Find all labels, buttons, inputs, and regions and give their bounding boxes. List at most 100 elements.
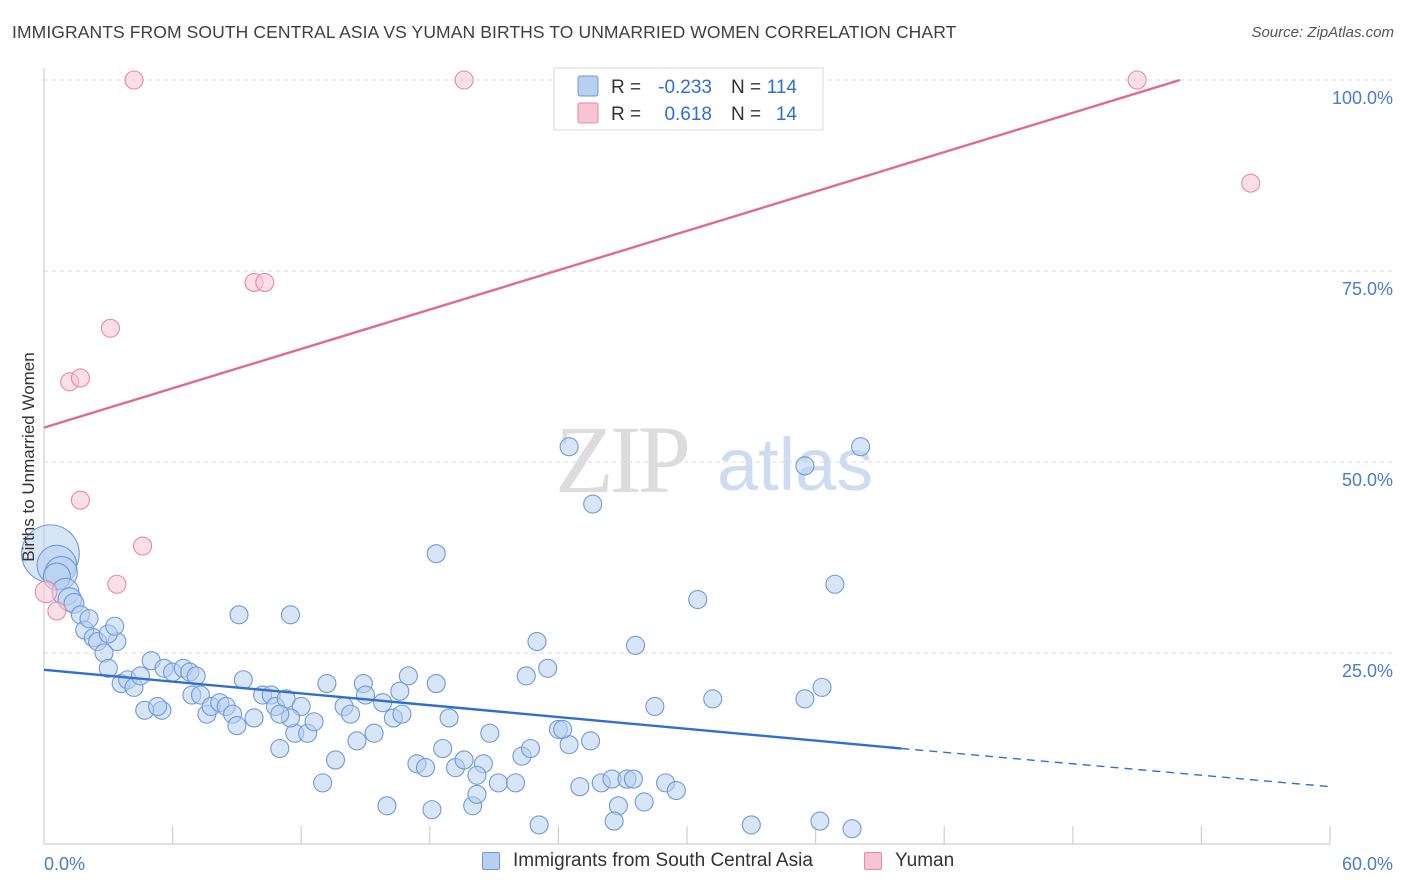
data-point [233,670,253,690]
data-point [580,731,601,751]
data-point [480,723,500,743]
y-tick-label-25: 25.0% [1342,661,1393,681]
chart-title: IMMIGRANTS FROM SOUTH CENTRAL ASIA VS YU… [12,22,957,42]
y-tick-label-100: 100.0% [1332,88,1393,108]
data-point [467,765,487,785]
legend-n-label-2: N = [731,104,761,125]
data-point [47,601,67,621]
data-point [392,704,412,724]
data-point [34,580,58,604]
data-point [70,368,90,388]
watermark-zip: ZIP [555,406,688,513]
data-point [623,769,643,789]
data-point [229,605,249,625]
data-point [604,811,624,831]
data-point [340,704,361,724]
legend-r-value-1: -0.233 [658,77,712,98]
data-point [703,689,723,709]
data-point [439,708,459,728]
data-point [313,773,333,793]
data-point [422,800,442,820]
data-point [98,658,118,678]
data-point [317,674,337,694]
data-point [124,70,144,90]
data-point [645,696,665,717]
trend-lines [43,78,1331,788]
data-point [398,666,418,686]
data-point [505,773,526,793]
data-point [810,811,830,831]
x-tick-label-0: 0.0% [44,854,85,874]
data-point [148,696,168,717]
bottom-legend-swatch-blue [482,852,500,870]
data-point [570,777,590,797]
y-tick-label-75: 75.0% [1342,279,1393,299]
data-point [426,674,446,694]
data-point [626,635,646,655]
legend-swatch-pink [577,102,599,124]
y-axis-title: Births to Unmarried Women [19,352,38,561]
source-label: Source: ZipAtlas.com [1251,24,1394,41]
x-tick-label-60: 60.0% [1342,854,1393,874]
bottom-legend-item-pink[interactable]: Yuman [864,850,954,872]
data-point [1241,173,1261,193]
data-point [255,272,275,293]
data-point [426,544,446,564]
data-point [583,494,603,514]
data-point [433,738,453,759]
data-point [133,536,153,556]
legend-n-value-1: 114 [767,77,798,98]
data-point [842,819,862,839]
bottom-legend-item-blue[interactable]: Immigrants from South Central Asia [482,850,813,872]
legend-box: R = -0.233 N = 114 R = 0.618 N = 14 [553,67,824,131]
watermark-atlas: atlas [717,423,873,506]
data-point [795,689,815,709]
data-point [454,70,474,90]
legend-r-label-1: R = [611,77,641,98]
data-point [741,815,761,835]
data-point [244,708,264,728]
data-point [107,574,127,594]
axes [43,68,1331,845]
data-point [415,758,436,778]
data-point [130,666,150,686]
data-point [516,666,536,686]
data-point [100,318,120,338]
data-point [553,719,573,739]
data-point [105,616,125,636]
data-point [454,750,474,770]
legend-n-label-1: N = [731,77,761,98]
data-point [666,780,686,801]
data-point [634,792,654,812]
data-point [390,681,410,701]
data-point [488,773,508,793]
trend-line-blue [43,668,902,750]
data-point [559,437,579,457]
y-tick-label-50: 50.0% [1342,470,1393,490]
legend-r-value-2: 0.618 [664,104,712,125]
data-point [1127,70,1147,90]
bottom-legend-label-pink: Yuman [895,850,955,871]
data-point [79,609,99,629]
data-point [280,605,301,625]
data-point [812,677,832,697]
data-point [467,784,487,804]
data-point [270,704,290,724]
data-point [795,456,815,476]
legend-n-value-2: 14 [776,104,798,125]
legend-r-label-2: R = [611,104,641,125]
data-point [347,731,367,751]
legend-swatch-blue [577,75,599,97]
series-blue-points [21,437,871,839]
data-point [364,723,384,743]
data-point [377,796,397,816]
bottom-legend-swatch-pink [864,852,882,870]
data-point [538,658,558,678]
data-point [825,574,845,594]
data-point [851,437,871,457]
series-pink-points [34,70,1261,621]
data-point [688,589,708,610]
trend-line-blue-extension [901,747,1331,788]
data-point [304,712,324,732]
